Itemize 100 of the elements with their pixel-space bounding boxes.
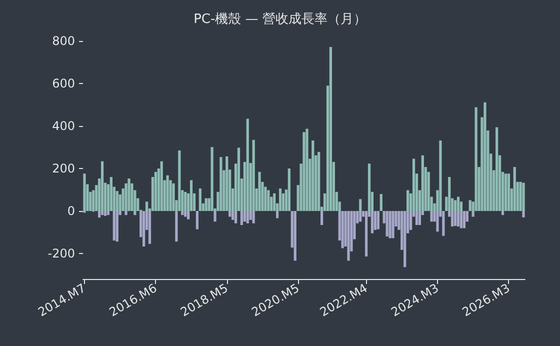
bar bbox=[288, 168, 290, 211]
bar bbox=[436, 211, 439, 232]
bar bbox=[341, 211, 344, 248]
bar bbox=[320, 211, 324, 226]
y-tick-label: 800 bbox=[52, 34, 75, 48]
bar bbox=[278, 188, 282, 211]
bar bbox=[513, 167, 516, 211]
bar bbox=[347, 211, 350, 261]
bar bbox=[409, 211, 412, 230]
bar bbox=[460, 211, 463, 228]
bar bbox=[258, 172, 261, 211]
bar bbox=[306, 128, 308, 211]
bar bbox=[128, 178, 130, 211]
bar bbox=[462, 211, 466, 228]
bar bbox=[214, 211, 216, 222]
bar bbox=[160, 161, 163, 211]
bar bbox=[448, 177, 451, 211]
bar bbox=[312, 140, 314, 211]
bar bbox=[134, 211, 136, 216]
bar bbox=[456, 211, 460, 227]
bar bbox=[184, 192, 187, 211]
bar bbox=[252, 211, 255, 224]
bar bbox=[522, 211, 525, 218]
bar bbox=[172, 183, 175, 211]
bar bbox=[98, 211, 101, 218]
bar bbox=[106, 211, 110, 216]
bar bbox=[454, 211, 457, 226]
bar bbox=[370, 211, 374, 234]
bar bbox=[142, 211, 146, 246]
bar bbox=[154, 172, 157, 211]
y-tick-label: -200 bbox=[48, 246, 75, 260]
bar bbox=[496, 127, 498, 211]
bar bbox=[198, 188, 202, 211]
bar bbox=[388, 211, 392, 238]
y-tick-label: 0 bbox=[67, 204, 75, 218]
bar bbox=[273, 193, 276, 211]
bar bbox=[100, 211, 104, 216]
bar bbox=[472, 211, 474, 217]
bar bbox=[380, 194, 382, 211]
bar bbox=[430, 211, 433, 222]
bar bbox=[252, 140, 255, 211]
bar bbox=[406, 190, 410, 211]
bar bbox=[442, 211, 445, 236]
bar bbox=[181, 211, 184, 216]
bar bbox=[421, 155, 424, 211]
bar bbox=[116, 211, 118, 242]
bar bbox=[454, 200, 457, 211]
bar bbox=[386, 211, 388, 236]
bar bbox=[187, 211, 190, 220]
bar bbox=[418, 211, 421, 226]
bar bbox=[246, 211, 249, 224]
bar bbox=[83, 174, 86, 211]
bar bbox=[451, 211, 454, 227]
bar bbox=[145, 202, 148, 211]
bar bbox=[100, 161, 104, 211]
bar bbox=[392, 211, 394, 238]
y-tick-label: 200 bbox=[52, 162, 75, 176]
bar bbox=[415, 211, 418, 226]
y-tick-label: 400 bbox=[52, 119, 75, 133]
bar bbox=[504, 174, 508, 211]
bar bbox=[226, 156, 228, 211]
bar bbox=[359, 199, 362, 211]
bar bbox=[104, 211, 107, 216]
bar bbox=[196, 211, 199, 230]
bar bbox=[501, 211, 504, 216]
bar bbox=[112, 211, 116, 241]
bar bbox=[178, 150, 181, 211]
chart-title: PC-機殼 — 營收成長率（月） bbox=[194, 11, 366, 27]
bar bbox=[240, 211, 244, 226]
bar bbox=[302, 132, 306, 211]
bar bbox=[249, 211, 252, 220]
bar bbox=[210, 147, 214, 211]
bar bbox=[166, 175, 169, 211]
bar bbox=[232, 211, 234, 220]
bar bbox=[484, 102, 486, 211]
bar bbox=[276, 211, 279, 218]
bar bbox=[404, 211, 406, 268]
bar bbox=[116, 191, 118, 211]
bar bbox=[190, 180, 193, 211]
bar bbox=[364, 211, 368, 256]
bar bbox=[228, 211, 232, 217]
bar bbox=[522, 182, 525, 211]
bar bbox=[329, 46, 332, 211]
bar bbox=[318, 152, 320, 211]
bar bbox=[368, 164, 371, 211]
bar bbox=[294, 211, 296, 261]
bar bbox=[246, 118, 249, 211]
bar bbox=[519, 182, 522, 211]
y-tick-label: 600 bbox=[52, 76, 75, 90]
bar bbox=[474, 107, 478, 211]
bar bbox=[175, 211, 178, 242]
bar bbox=[220, 157, 222, 211]
bar bbox=[376, 211, 380, 230]
bar bbox=[456, 196, 460, 211]
bar bbox=[267, 190, 270, 211]
bar bbox=[374, 211, 376, 230]
bar bbox=[184, 211, 187, 217]
bar bbox=[124, 211, 128, 216]
bar bbox=[439, 140, 442, 211]
bar bbox=[110, 177, 112, 211]
